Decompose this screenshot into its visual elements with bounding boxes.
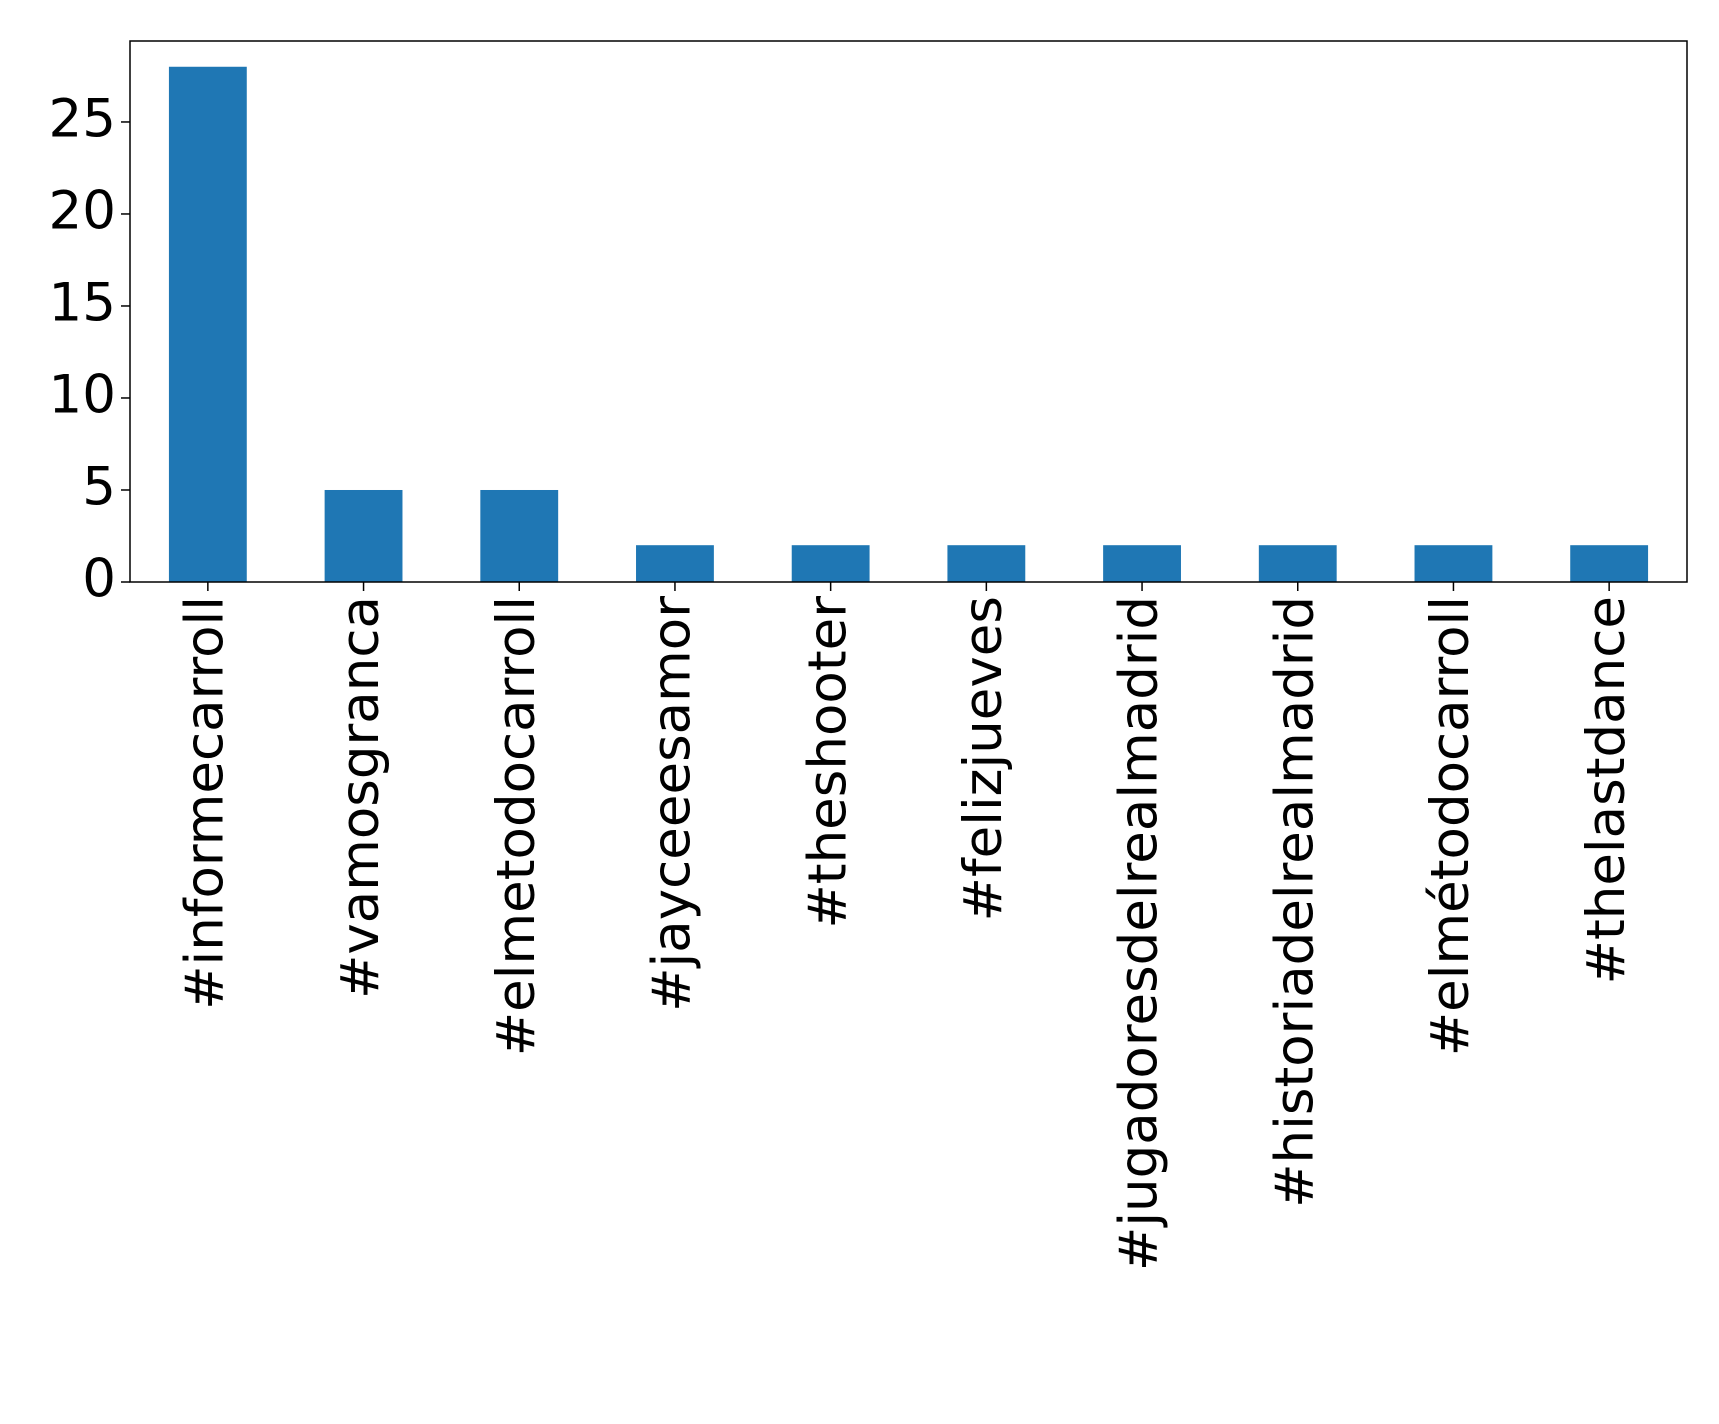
bar (168, 66, 247, 582)
x-tick-label: #vamosgranca (330, 596, 391, 999)
y-tick-label: 25 (49, 89, 116, 150)
bar (947, 545, 1026, 582)
x-tick-label: #jugadoresdelrealmadrid (1109, 596, 1170, 1271)
x-tick-label: #informecarroll (174, 596, 235, 1010)
y-tick-label: 10 (49, 365, 116, 426)
x-tick-label: #felizjueves (953, 596, 1014, 921)
bar (1414, 545, 1493, 582)
x-tick-label: #thelastdance (1576, 596, 1637, 984)
bar (480, 489, 559, 582)
x-tick-label: #historiadelrealmadrid (1264, 596, 1325, 1208)
y-tick-label: 0 (82, 549, 116, 610)
bar (636, 545, 714, 582)
bar (324, 489, 403, 582)
bar (1570, 545, 1649, 582)
x-tick-label: #elmétodocarroll (1420, 596, 1481, 1056)
y-tick-label: 15 (49, 273, 116, 334)
bar (1258, 545, 1337, 582)
x-tick-label: #theshooter (797, 596, 858, 929)
x-tick-label: #elmetodocarroll (486, 596, 547, 1056)
plot-frame (129, 40, 1688, 583)
bar (1103, 545, 1181, 582)
x-tick-label: #jayceeesamor (642, 596, 703, 1012)
bar (791, 545, 870, 582)
y-tick-label: 20 (49, 181, 116, 242)
y-tick-label: 5 (82, 457, 116, 518)
